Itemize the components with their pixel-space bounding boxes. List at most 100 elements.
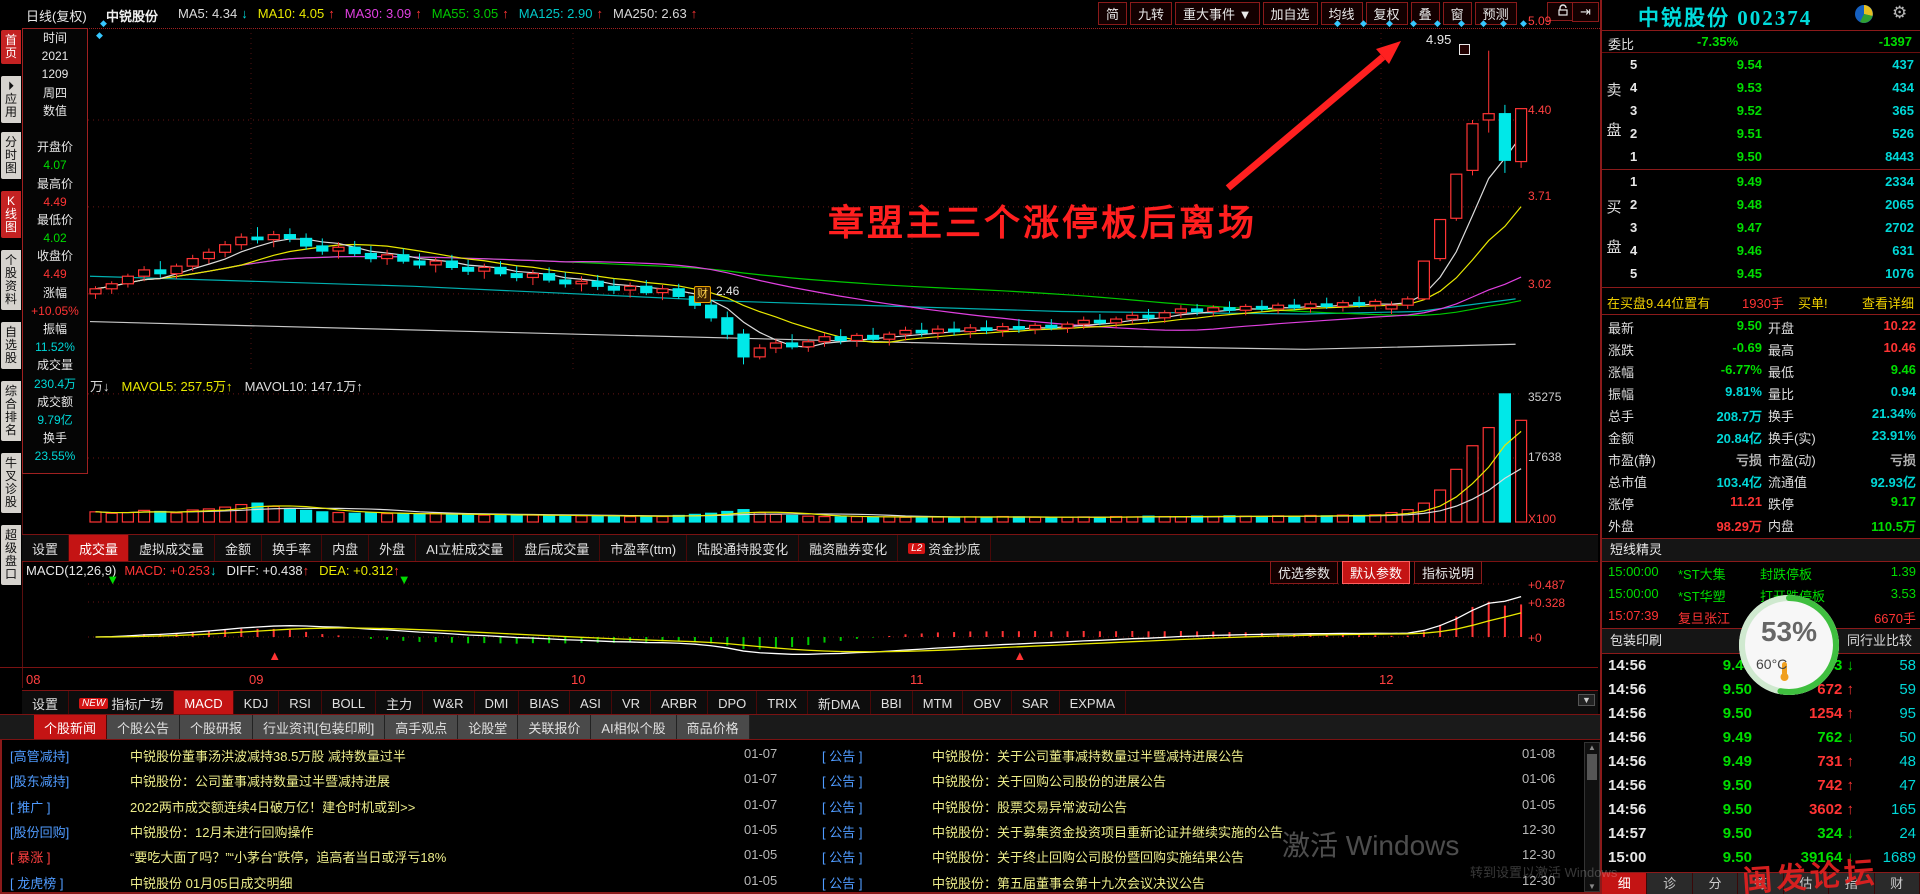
pane-tab-市盈率(ttm)[interactable]: 市盈率(ttm): [600, 535, 688, 561]
event-diamond-icon[interactable]: ◆: [1434, 18, 1441, 28]
spirit-stock[interactable]: 复旦张江: [1678, 611, 1731, 626]
quote-bottom-tab-指[interactable]: 指: [1829, 873, 1875, 894]
indicator-tab-MTM[interactable]: MTM: [913, 691, 964, 715]
toolbar-button[interactable]: 加自选: [1262, 2, 1318, 25]
pie-chart-icon[interactable]: [1854, 4, 1874, 24]
news-title[interactable]: 中锐股份董事汤洪波减持38.5万股 减持数量过半: [130, 749, 406, 764]
indicator-tab-ASI[interactable]: ASI: [570, 691, 612, 715]
news-row[interactable]: [股东减持] 中锐股份：公司董事减持数量过半暨减持进展 01-07: [2, 767, 812, 792]
event-diamond-icon[interactable]: ◆: [1520, 18, 1527, 28]
indicator-tab-SAR[interactable]: SAR: [1012, 691, 1060, 715]
quote-bottom-tab-诊[interactable]: 诊: [1647, 873, 1693, 894]
industry-label[interactable]: 包装印刷: [1610, 633, 1663, 648]
news-title[interactable]: “要吃大面了吗？”“小茅台”跌停，追高者当日或浮亏18%: [130, 850, 447, 866]
sidebar-item-超级盘口[interactable]: 超级盘口: [1, 525, 21, 585]
view-detail-link[interactable]: 查看详细: [1861, 296, 1914, 311]
news-tab-个股新闻[interactable]: 个股新闻: [34, 715, 108, 739]
pane-tab-AI立桩成交量[interactable]: AI立桩成交量: [416, 535, 515, 561]
toolbar-button[interactable]: 窗: [1442, 2, 1472, 25]
announcement-title[interactable]: 中锐股份：关于募集资金投资项目重新论证并继续实施的公告: [932, 824, 1284, 840]
announcement-row[interactable]: [ 公告 ] 中锐股份：关于募集资金投资项目重新论证并继续实施的公告 12-30: [814, 818, 1586, 843]
scroll-up-icon[interactable]: ▲: [1588, 743, 1596, 752]
indicator-tab-BIAS[interactable]: BIAS: [519, 691, 570, 715]
indicator-tab-DPO[interactable]: DPO: [708, 691, 758, 715]
indicator-more-icon[interactable]: ▼: [1578, 694, 1595, 706]
spirit-stock[interactable]: *ST大集: [1678, 567, 1726, 582]
indicator-tab-RSI[interactable]: RSI: [279, 691, 322, 715]
pane-tab-资金抄底[interactable]: L2 资金抄底: [898, 535, 992, 561]
macd-param-button[interactable]: 默认参数: [1342, 561, 1411, 584]
macd-chart[interactable]: [22, 562, 1598, 667]
indicator-tab-设置[interactable]: 设置: [22, 691, 70, 715]
spirit-header[interactable]: 短线精灵: [1610, 542, 1663, 557]
news-title[interactable]: 2022两市成交额连续4日破万亿！建仓时机或到>>: [130, 799, 416, 815]
event-diamond-icon[interactable]: ◆: [1410, 18, 1417, 28]
news-tab-AI相似个股[interactable]: AI相似个股: [591, 715, 677, 739]
news-tab-行业资讯[包装印刷][interactable]: 行业资讯[包装印刷]: [253, 715, 386, 739]
news-row[interactable]: [ 龙虎榜 ] 中锐股份 01月05日成交明细 01-05: [2, 869, 812, 894]
sidebar-item-个股资料[interactable]: 个股资料: [1, 250, 21, 310]
indicator-tab-OBV[interactable]: OBV: [963, 691, 1012, 715]
announcement-title[interactable]: 中锐股份：第五届董事会第十九次会议决议公告: [932, 875, 1206, 891]
news-tab-论股堂[interactable]: 论股堂: [458, 715, 519, 739]
news-row[interactable]: [高管减持] 中锐股份董事汤洪波减持38.5万股 减持数量过半 01-07: [2, 742, 812, 767]
announcement-title[interactable]: 中锐股份：关于回购公司股份的进展公告: [932, 774, 1167, 790]
indicator-tab-EXPMA[interactable]: EXPMA: [1060, 691, 1127, 715]
period-label[interactable]: 日线(复权): [26, 9, 87, 24]
announcement-row[interactable]: [ 公告 ] 中锐股份：第五届董事会第十九次会议决议公告 12-30: [814, 869, 1586, 894]
quote-bottom-tab-财[interactable]: 财: [1874, 873, 1920, 894]
news-row[interactable]: [股份回购] 中锐股份：12月未进行回购操作 01-05: [2, 818, 812, 843]
pane-tab-金额[interactable]: 金额: [215, 535, 263, 561]
toolbar-button[interactable]: 简: [1098, 2, 1128, 25]
event-diamond-icon[interactable]: ◆: [1500, 18, 1507, 28]
toolbar-button[interactable]: 叠: [1410, 2, 1440, 25]
volume-chart[interactable]: [22, 372, 1598, 532]
news-row[interactable]: [ 暴涨 ] “要吃大面了吗？”“小茅台”跌停，追高者当日或浮亏18% 01-05: [2, 843, 812, 868]
announcement-row[interactable]: [ 公告 ] 中锐股份：关于回购公司股份的进展公告 01-06: [814, 767, 1586, 792]
pane-tab-陆股通持股变化[interactable]: 陆股通持股变化: [687, 535, 800, 561]
toolbar-button[interactable]: 预测: [1474, 2, 1517, 25]
indicator-tab-W&R[interactable]: W&R: [423, 691, 475, 715]
event-diamond-icon[interactable]: ◆: [1480, 18, 1487, 28]
sidebar-item-K线图[interactable]: K线图: [1, 191, 21, 238]
panel-marker-icon[interactable]: ◆: [96, 30, 103, 40]
indicator-tab-VR[interactable]: VR: [612, 691, 651, 715]
quote-bottom-tab-筹[interactable]: 筹: [1738, 873, 1784, 894]
sidebar-item-分时图[interactable]: 分时图: [1, 132, 21, 179]
news-tab-个股研报[interactable]: 个股研报: [180, 715, 254, 739]
sidebar-item-牛叉诊股[interactable]: 牛叉诊股: [1, 453, 21, 513]
scroll-down-icon[interactable]: ▼: [1588, 882, 1596, 891]
news-row[interactable]: [ 推广 ] 2022两市成交额连续4日破万亿！建仓时机或到>> 01-07: [2, 793, 812, 818]
announcement-row[interactable]: [ 公告 ] 中锐股份：关于终止回购公司股份暨回购实施结果公告 12-30: [814, 843, 1586, 868]
indicator-tab-指标广场[interactable]: NEW 指标广场: [69, 691, 175, 715]
announcement-row[interactable]: [ 公告 ] 中锐股份：股票交易异常波动公告 01-05: [814, 793, 1586, 818]
sidebar-item-综合排名[interactable]: 综合排名: [1, 381, 21, 441]
sidebar-item-自选股[interactable]: 自选股: [1, 322, 21, 369]
indicator-tab-TRIX[interactable]: TRIX: [757, 691, 808, 715]
macd-param-button[interactable]: 优选参数: [1270, 561, 1339, 584]
toolbar-button[interactable]: 九转: [1130, 2, 1173, 25]
industry-compare-link[interactable]: 同行业比较: [1846, 633, 1912, 648]
news-title[interactable]: 中锐股份：公司董事减持数量过半暨减持进展: [130, 774, 391, 790]
toolbar-button[interactable]: 复权: [1365, 2, 1408, 25]
gear-icon[interactable]: ⚙: [1892, 3, 1908, 22]
indicator-tab-BOLL[interactable]: BOLL: [322, 691, 377, 715]
announcement-row[interactable]: [ 公告 ] 中锐股份：关于公司董事减持数量过半暨减持进展公告 01-08: [814, 742, 1586, 767]
indicator-tab-MACD[interactable]: MACD: [174, 691, 234, 715]
news-tab-商品价格[interactable]: 商品价格: [676, 715, 750, 739]
wealth-icon[interactable]: 财: [694, 286, 711, 303]
next-page-icon[interactable]: ⇥: [1572, 2, 1599, 22]
spirit-stock[interactable]: *ST华塑: [1678, 589, 1726, 604]
news-title[interactable]: 中锐股份：12月未进行回购操作: [130, 824, 314, 840]
pane-tab-盘后成交量[interactable]: 盘后成交量: [514, 535, 601, 561]
indicator-tab-主力[interactable]: 主力: [376, 691, 424, 715]
pane-tab-融资融券变化[interactable]: 融资融券变化: [799, 535, 899, 561]
indicator-tab-ARBR[interactable]: ARBR: [651, 691, 709, 715]
news-tab-关联报价[interactable]: 关联报价: [518, 715, 592, 739]
event-diamond-icon[interactable]: ◆: [1386, 18, 1393, 28]
indicator-tab-DMI[interactable]: DMI: [475, 691, 520, 715]
candlestick-chart[interactable]: [22, 28, 1598, 372]
lock-icon[interactable]: [1547, 2, 1579, 21]
quote-bottom-tab-估[interactable]: 估: [1783, 873, 1830, 894]
scrollbar-thumb[interactable]: [1587, 754, 1597, 780]
